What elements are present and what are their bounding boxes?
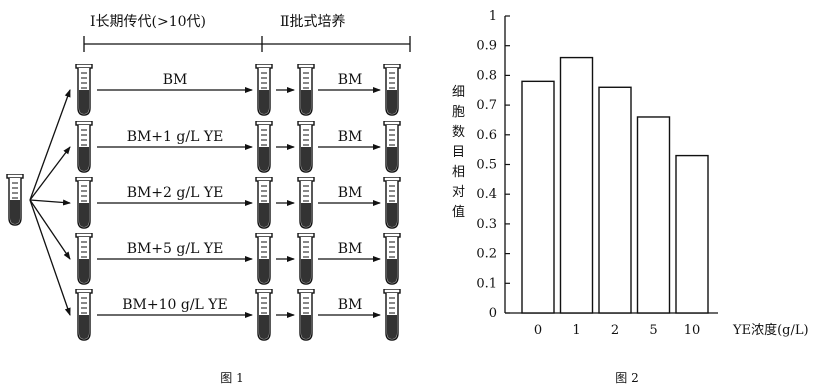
batch-medium-label: BM (338, 297, 363, 313)
culture-row: BM BM (29, 64, 401, 201)
batch-medium-label: BM (338, 185, 363, 201)
stage-1-label: Ⅰ长期传代(>10代) (90, 14, 206, 30)
batch-start-tube-icon (297, 289, 315, 341)
initial-tube-icon (75, 177, 93, 229)
x-tick-label: 5 (649, 323, 657, 338)
initial-tube-icon (75, 64, 93, 116)
y-tick-label: 0.5 (476, 158, 497, 173)
batch-medium-label: BM (338, 72, 363, 88)
y-tick-label: 0.7 (476, 98, 497, 113)
batch-start-tube-icon (297, 233, 315, 285)
x-axis-label: YE浓度(g/L) (732, 322, 809, 338)
y-tick-label: 0.3 (476, 217, 497, 232)
stage-bracket-1 (83, 36, 263, 52)
fanout-arrow (29, 199, 71, 260)
initial-tube-icon (75, 121, 93, 173)
subcultured-tube-icon (255, 64, 273, 116)
y-tick-label: 1 (489, 9, 497, 24)
batch-end-tube-icon (383, 233, 401, 285)
y-tick-label: 0.9 (476, 39, 497, 54)
batch-end-tube-icon (383, 121, 401, 173)
bar (675, 154, 709, 314)
y-tick-label: 0.6 (476, 128, 497, 143)
medium-label: BM+5 g/L YE (127, 241, 224, 257)
figure-2-chart: 0 0.1 0.2 0.3 0.4 0.5 0.6 0.7 0.8 0.9 1 0 1 2 5 10 细胞数… (452, 9, 809, 385)
subcultured-tube-icon (255, 177, 273, 229)
y-tick-label: 0 (489, 306, 497, 321)
y-tick-label: 0.2 (476, 247, 497, 262)
subcultured-tube-icon (255, 233, 273, 285)
initial-tube-icon (75, 289, 93, 341)
y-axis-label: 细胞数目相对值 (452, 85, 465, 220)
y-tick-label: 0.4 (476, 187, 497, 202)
y-tick-label: 0.8 (476, 68, 497, 83)
batch-end-tube-icon (383, 177, 401, 229)
x-tick-label: 2 (611, 323, 619, 338)
culture-row: BM+1 g/L YE BM (29, 121, 401, 201)
culture-row: BM+2 g/L YE BM (29, 177, 401, 229)
batch-start-tube-icon (297, 121, 315, 173)
batch-start-tube-icon (297, 64, 315, 116)
y-tick-label: 0.1 (476, 276, 497, 291)
bar (598, 86, 632, 314)
fanout-arrow (29, 89, 71, 201)
culture-row: BM+10 g/L YE BM (29, 199, 401, 341)
initial-tube-icon (75, 233, 93, 285)
medium-label: BM+1 g/L YE (127, 129, 224, 145)
fanout-arrow (29, 199, 71, 316)
fanout-arrow (29, 146, 71, 201)
batch-start-tube-icon (297, 177, 315, 229)
medium-label: BM+2 g/L YE (127, 185, 224, 201)
x-tick-label: 10 (684, 323, 701, 338)
batch-end-tube-icon (383, 289, 401, 341)
subcultured-tube-icon (255, 121, 273, 173)
figure-2-caption: 图 2 (615, 371, 638, 385)
x-tick-label: 0 (534, 323, 542, 338)
bar (559, 56, 594, 314)
stage-2-label: Ⅱ批式培养 (280, 14, 346, 30)
culture-row: BM+5 g/L YE BM (29, 199, 401, 285)
figure-1-caption: 图 1 (220, 371, 243, 385)
fanout-arrow (29, 199, 71, 206)
batch-end-tube-icon (383, 64, 401, 116)
source-tube-icon (6, 174, 24, 226)
bar (521, 80, 555, 314)
x-tick-label: 1 (572, 323, 580, 338)
subcultured-tube-icon (255, 289, 273, 341)
batch-medium-label: BM (338, 129, 363, 145)
batch-medium-label: BM (338, 241, 363, 257)
bar (636, 116, 671, 314)
medium-label: BM (163, 72, 188, 88)
stage-bracket-2 (262, 36, 411, 52)
medium-label: BM+10 g/L YE (122, 297, 228, 313)
